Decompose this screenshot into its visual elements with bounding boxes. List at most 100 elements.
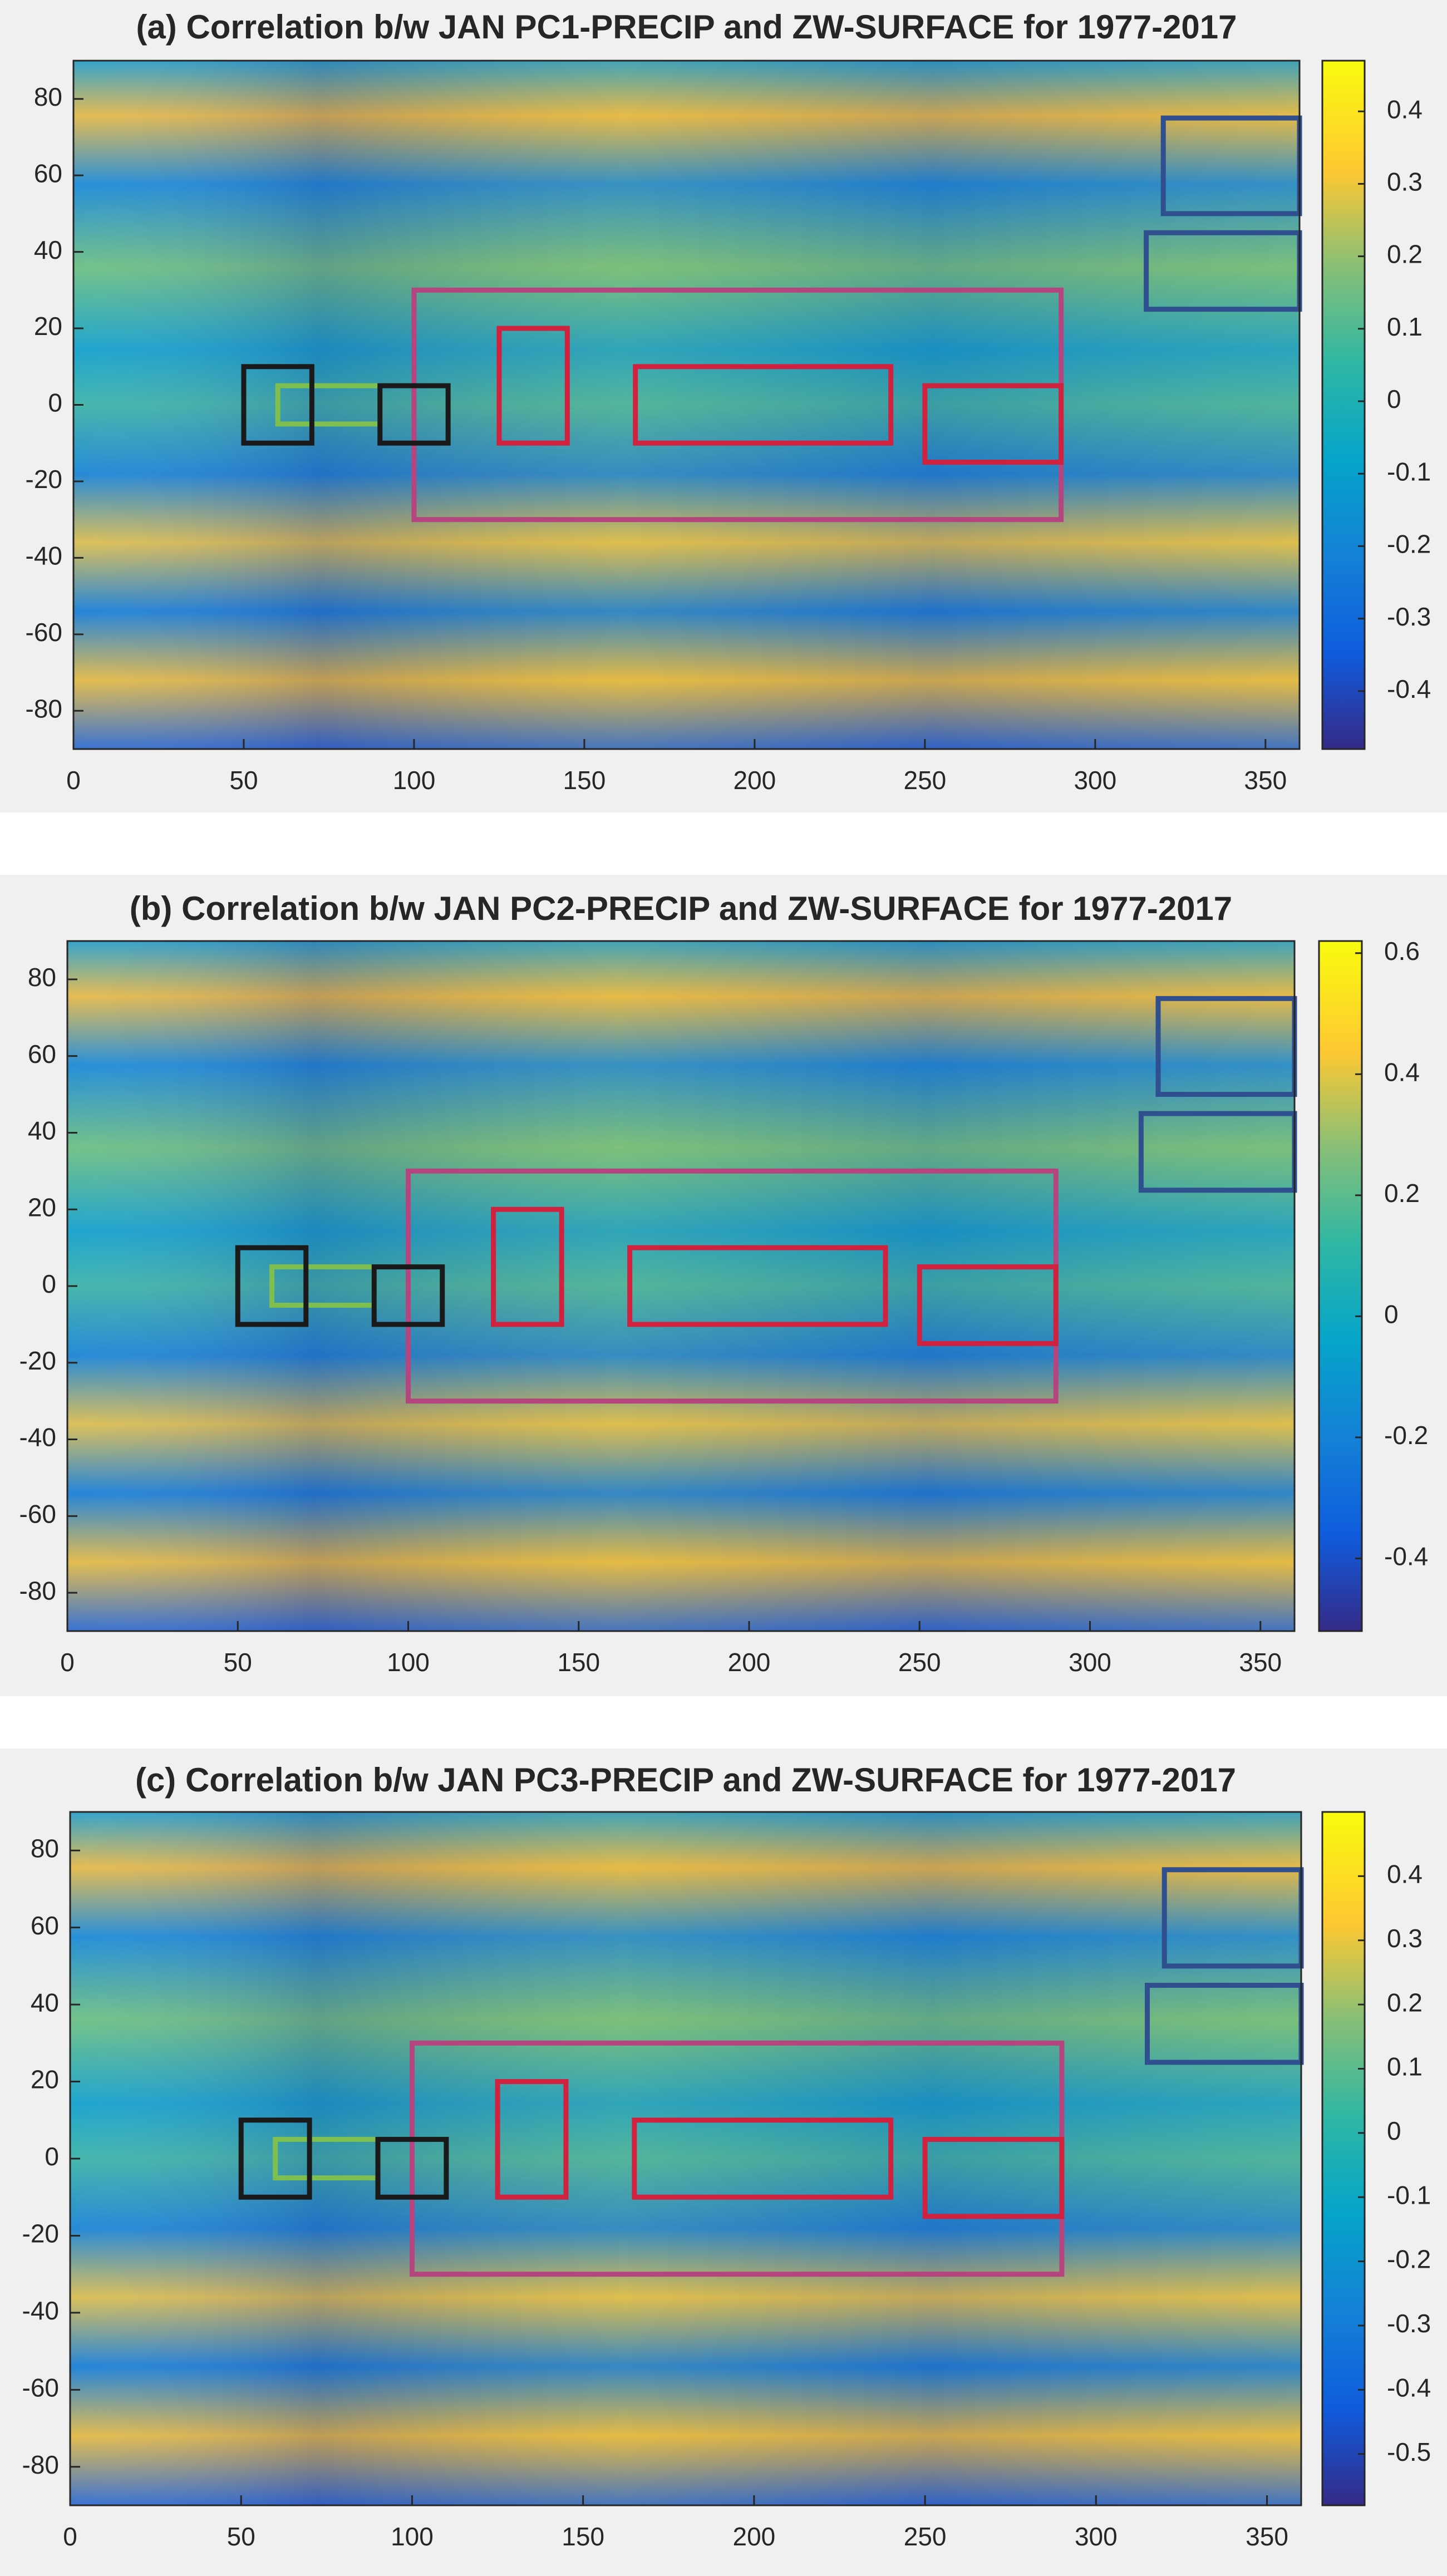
- region-box: [922, 383, 1064, 465]
- colorbar-tick-label: -0.5: [1387, 2437, 1431, 2466]
- x-tick-label: 150: [562, 2522, 604, 2551]
- y-tick-label: -80: [26, 694, 62, 723]
- region-box: [917, 1264, 1059, 1346]
- y-tick-label: -60: [19, 1499, 56, 1528]
- y-tick-label: 80: [34, 82, 62, 111]
- y-tick-label: 60: [34, 159, 62, 188]
- colorbar-tick-label: -0.3: [1387, 2309, 1431, 2338]
- x-tick-label: 300: [1074, 766, 1116, 795]
- x-tick-label: 350: [1239, 1648, 1282, 1677]
- colorbar: [1318, 940, 1363, 1632]
- region-box: [496, 326, 570, 446]
- x-tick-label: 200: [728, 1648, 771, 1677]
- colorbar-tick-label: -0.1: [1387, 457, 1431, 486]
- colorbar-tick-label: 0.2: [1387, 1988, 1423, 2017]
- y-tick-label: -60: [26, 618, 62, 647]
- y-tick-label: 0: [48, 388, 62, 417]
- x-tick-label: 50: [229, 766, 258, 795]
- y-tick-label: -20: [19, 1346, 56, 1375]
- y-tick-label: 20: [34, 312, 62, 341]
- x-tick-label: 150: [563, 766, 606, 795]
- y-tick-label: 40: [28, 1116, 56, 1145]
- colorbar-tick-label: -0.2: [1384, 1421, 1428, 1450]
- y-tick-label: 20: [31, 2065, 59, 2094]
- colorbar-tick-label: 0: [1387, 2116, 1401, 2145]
- colorbar-tick-label: 0.6: [1384, 937, 1420, 966]
- colorbar-tick-label: 0.1: [1387, 312, 1423, 341]
- colorbar-tick-label: 0.4: [1387, 95, 1423, 124]
- x-tick-label: 50: [227, 2522, 255, 2551]
- y-tick-label: 0: [45, 2142, 59, 2171]
- y-tick-label: 60: [28, 1040, 56, 1068]
- x-tick-label: 150: [557, 1648, 600, 1677]
- region-box: [377, 383, 451, 446]
- y-tick-label: 40: [31, 1988, 59, 2017]
- colorbar-tick-label: 0: [1387, 385, 1401, 413]
- colorbar-tick-label: -0.4: [1387, 2373, 1431, 2402]
- region-box: [491, 1206, 564, 1327]
- colorbar-tick-label: -0.4: [1387, 674, 1431, 703]
- y-tick-label: -20: [26, 465, 62, 494]
- x-tick-label: 0: [66, 766, 81, 795]
- chart-title: (c) Correlation b/w JAN PC3-PRECIP and Z…: [135, 1761, 1236, 1799]
- region-box: [375, 2136, 449, 2200]
- correlation-field-shade: [67, 941, 1295, 1631]
- correlation-field-shade: [70, 1812, 1301, 2505]
- chart-title: (b) Correlation b/w JAN PC2-PRECIP and Z…: [130, 890, 1232, 927]
- y-tick-label: -80: [22, 2450, 59, 2479]
- y-tick-label: -40: [19, 1423, 56, 1452]
- region-box: [922, 2136, 1065, 2219]
- correlation-field-shade: [73, 61, 1300, 749]
- x-tick-label: 50: [224, 1648, 252, 1677]
- colorbar-tick-label: -0.2: [1387, 530, 1431, 559]
- x-tick-label: 100: [391, 2522, 434, 2551]
- x-tick-label: 250: [898, 1648, 941, 1677]
- region-box: [633, 364, 894, 446]
- x-tick-label: 350: [1244, 766, 1287, 795]
- region-box: [241, 364, 314, 446]
- y-tick-label: -60: [22, 2373, 59, 2402]
- x-tick-label: 0: [60, 1648, 75, 1677]
- chart-title: (a) Correlation b/w JAN PC1-PRECIP and Z…: [136, 8, 1237, 46]
- colorbar: [1321, 1811, 1366, 2506]
- x-tick-label: 100: [387, 1648, 430, 1677]
- y-tick-label: 60: [31, 1911, 59, 1940]
- x-tick-label: 350: [1246, 2522, 1288, 2551]
- x-tick-label: 200: [734, 766, 776, 795]
- colorbar-tick-label: 0.3: [1387, 168, 1423, 196]
- x-tick-label: 100: [393, 766, 436, 795]
- colorbar-tick-label: 0.1: [1387, 2052, 1423, 2081]
- region-box: [627, 1245, 888, 1327]
- region-box: [632, 2117, 894, 2200]
- colorbar: [1321, 60, 1366, 750]
- x-tick-label: 300: [1069, 1648, 1111, 1677]
- x-tick-label: 250: [904, 2522, 947, 2551]
- y-tick-label: -20: [22, 2219, 59, 2248]
- y-tick-label: 0: [42, 1269, 56, 1298]
- colorbar-tick-label: 0.4: [1387, 1860, 1423, 1889]
- colorbar-tick-label: 0.4: [1384, 1057, 1420, 1086]
- region-box: [371, 1264, 445, 1327]
- x-tick-label: 200: [733, 2522, 776, 2551]
- x-tick-label: 250: [903, 766, 946, 795]
- colorbar-tick-label: -0.4: [1384, 1542, 1428, 1571]
- region-box: [495, 2079, 569, 2200]
- colorbar-tick-label: 0.2: [1384, 1179, 1420, 1208]
- y-tick-label: -80: [19, 1576, 56, 1605]
- colorbar-tick-label: -0.1: [1387, 2180, 1431, 2209]
- region-box: [238, 2117, 312, 2200]
- y-tick-label: -40: [22, 2296, 59, 2325]
- y-tick-label: 80: [31, 1834, 59, 1863]
- x-tick-label: 300: [1075, 2522, 1118, 2551]
- y-tick-label: 40: [34, 235, 62, 264]
- colorbar-tick-label: -0.3: [1387, 602, 1431, 631]
- colorbar-tick-label: 0: [1384, 1300, 1399, 1329]
- y-tick-label: 80: [28, 963, 56, 992]
- x-tick-label: 0: [63, 2522, 77, 2551]
- region-box: [235, 1245, 309, 1327]
- colorbar-tick-label: 0.3: [1387, 1924, 1423, 1953]
- colorbar-tick-label: 0.2: [1387, 240, 1423, 269]
- y-tick-label: 20: [28, 1193, 56, 1221]
